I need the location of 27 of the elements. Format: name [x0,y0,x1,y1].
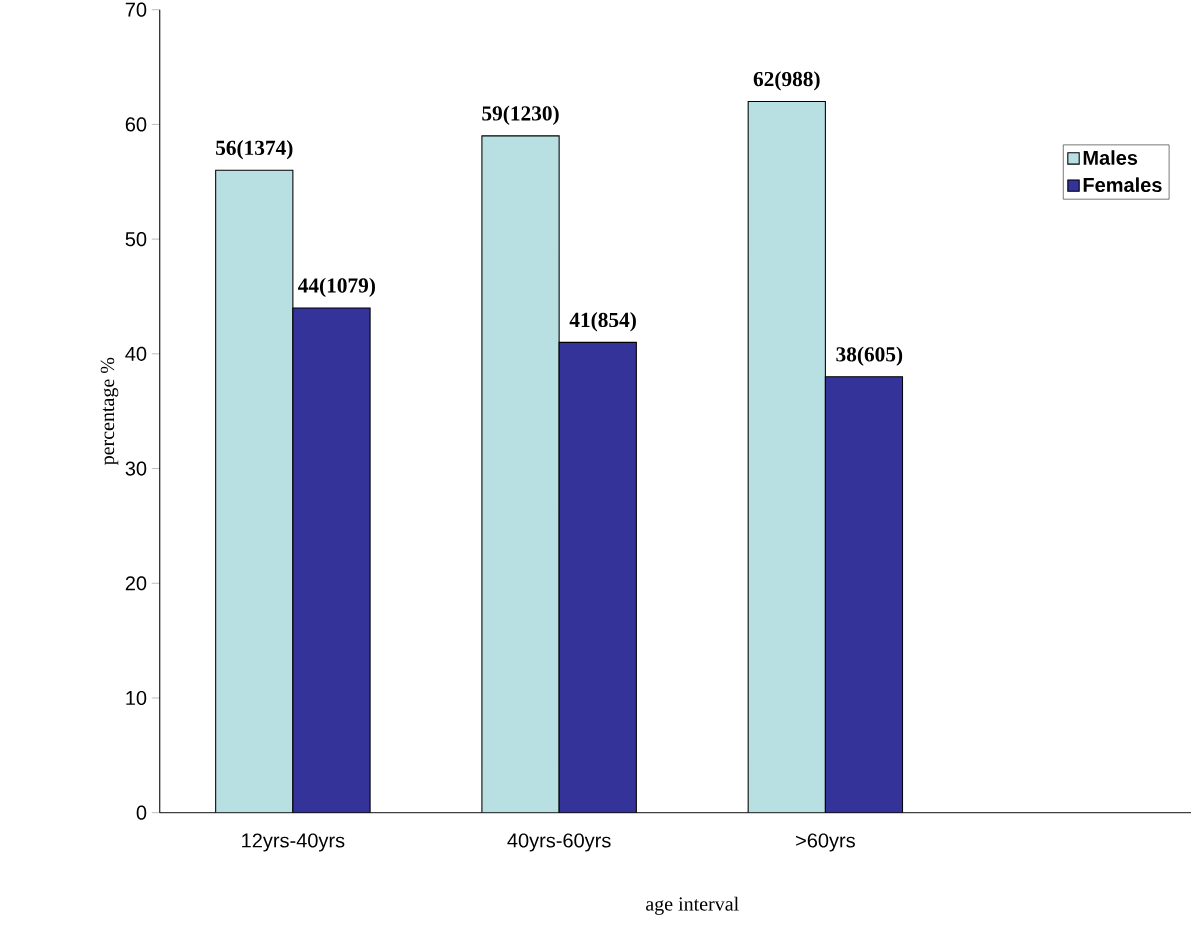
legend-label: Females [1083,177,1162,193]
bar [824,376,904,813]
bar [559,342,637,813]
data-label: 38(605) [836,346,903,366]
data-label: 56(1374) [216,140,293,160]
bar [292,307,371,813]
bar [215,170,293,813]
data-label: 44(1079) [298,277,375,298]
x-tick-label: 12yrs-40yrs [242,833,345,852]
y-tick-label: 70 [125,2,147,17]
x-axis-title: age interval [646,896,739,915]
data-label: 62(988) [753,71,820,91]
y-tick-label: 10 [126,690,147,706]
y-tick-label: 30 [125,461,147,476]
data-label: 41(854) [569,312,636,332]
y-axis-title: percentage % [100,357,119,466]
bar [481,135,560,813]
y-tick-label: 50 [125,232,147,247]
y-tick-label: 40 [125,346,147,361]
y-tick-label: 0 [136,805,147,820]
bar [747,100,826,813]
y-tick-label: 60 [125,117,147,132]
x-tick-label: 40yrs-60yrs [507,833,611,852]
legend-label: Males [1083,150,1138,165]
data-label: 59(1230) [482,105,559,125]
y-tick-label: 20 [125,576,147,591]
x-tick-label: >60yrs [796,833,855,852]
